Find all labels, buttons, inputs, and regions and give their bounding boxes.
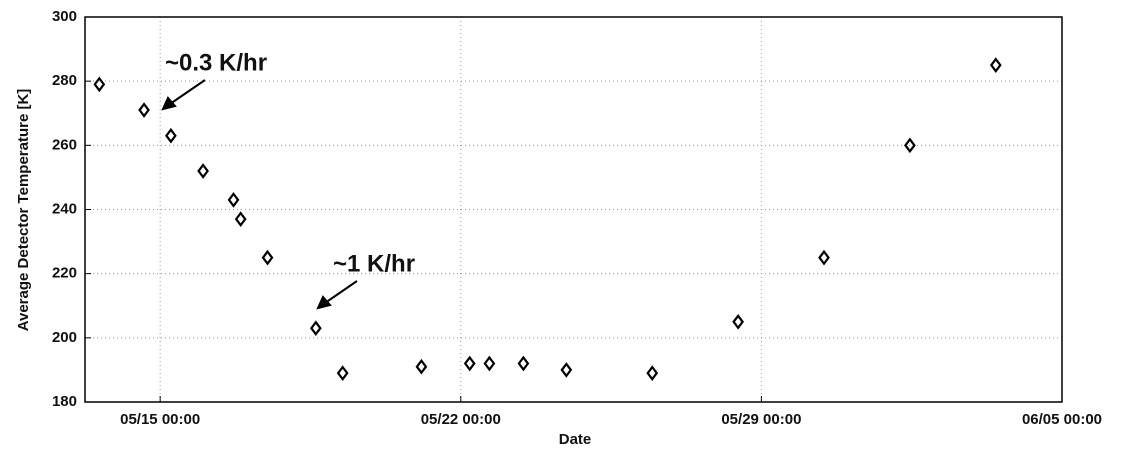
point <box>989 57 1002 73</box>
y-tick-label: 300 <box>52 8 77 25</box>
y-tick-label: 260 <box>52 136 77 153</box>
x-tick-label: 05/29 00:00 <box>721 411 801 428</box>
y-tick-label: 220 <box>52 265 77 282</box>
y-tick-label: 180 <box>52 393 77 410</box>
y-tick-label: 200 <box>52 329 77 346</box>
point <box>904 137 916 154</box>
point <box>227 192 240 208</box>
point <box>336 365 349 381</box>
y-tick-label: 280 <box>52 72 77 89</box>
point <box>732 313 744 330</box>
point <box>517 355 530 372</box>
annotation: ~0.3 K/hr <box>165 49 267 76</box>
arrow <box>169 79 206 105</box>
point <box>261 249 274 266</box>
annotation-arrows <box>161 79 358 310</box>
point <box>560 362 573 378</box>
arrow-head <box>161 96 177 111</box>
annotation: ~1 K/hr <box>333 250 415 277</box>
arrow-head <box>316 295 332 310</box>
point <box>197 163 209 179</box>
x-axis-label: Date <box>559 431 592 448</box>
y-axis-label: Average Detector Temperature [K] <box>15 89 32 332</box>
x-tick-label: 05/15 00:00 <box>120 411 200 428</box>
point <box>309 320 322 337</box>
arrow <box>324 280 358 304</box>
point <box>93 76 106 93</box>
point <box>483 355 496 372</box>
x-tick-label: 06/05 00:00 <box>1022 411 1102 428</box>
point <box>415 358 428 375</box>
y-tick-label: 240 <box>52 200 77 217</box>
point <box>234 211 247 227</box>
point <box>818 249 830 266</box>
point <box>646 365 659 381</box>
plot-frame <box>84 16 1063 403</box>
point <box>463 355 476 372</box>
point <box>138 102 150 118</box>
x-tick-label: 05/22 00:00 <box>421 411 501 428</box>
point <box>165 127 177 144</box>
